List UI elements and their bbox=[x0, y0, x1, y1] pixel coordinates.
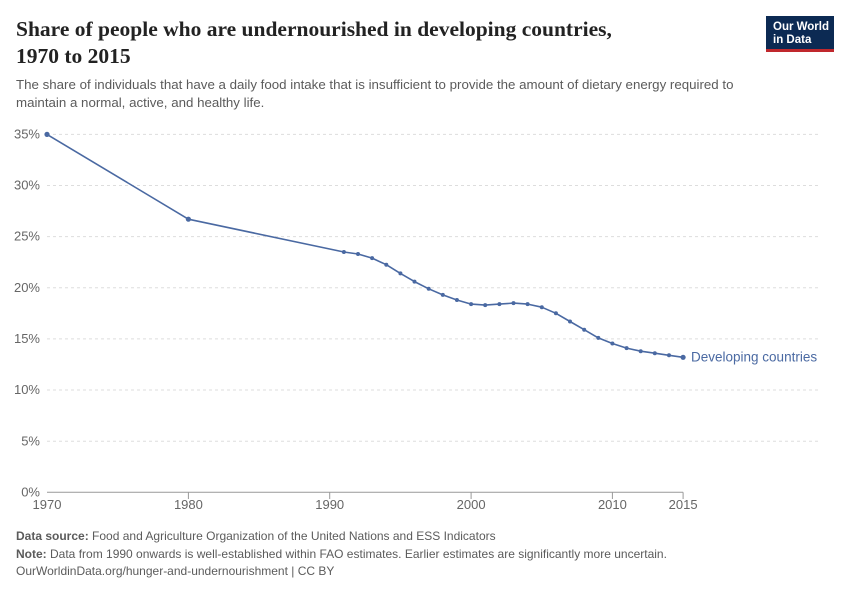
svg-text:1970: 1970 bbox=[33, 497, 62, 512]
svg-text:2000: 2000 bbox=[457, 497, 486, 512]
svg-text:2010: 2010 bbox=[598, 497, 627, 512]
svg-text:1990: 1990 bbox=[315, 497, 344, 512]
svg-text:5%: 5% bbox=[21, 433, 40, 448]
svg-text:10%: 10% bbox=[14, 382, 40, 397]
svg-text:25%: 25% bbox=[14, 229, 40, 244]
svg-text:Developing countries: Developing countries bbox=[691, 350, 817, 365]
svg-text:35%: 35% bbox=[14, 127, 40, 142]
svg-text:2015: 2015 bbox=[669, 497, 698, 512]
svg-text:15%: 15% bbox=[14, 331, 40, 346]
svg-text:30%: 30% bbox=[14, 178, 40, 193]
svg-text:20%: 20% bbox=[14, 280, 40, 295]
svg-text:1980: 1980 bbox=[174, 497, 203, 512]
